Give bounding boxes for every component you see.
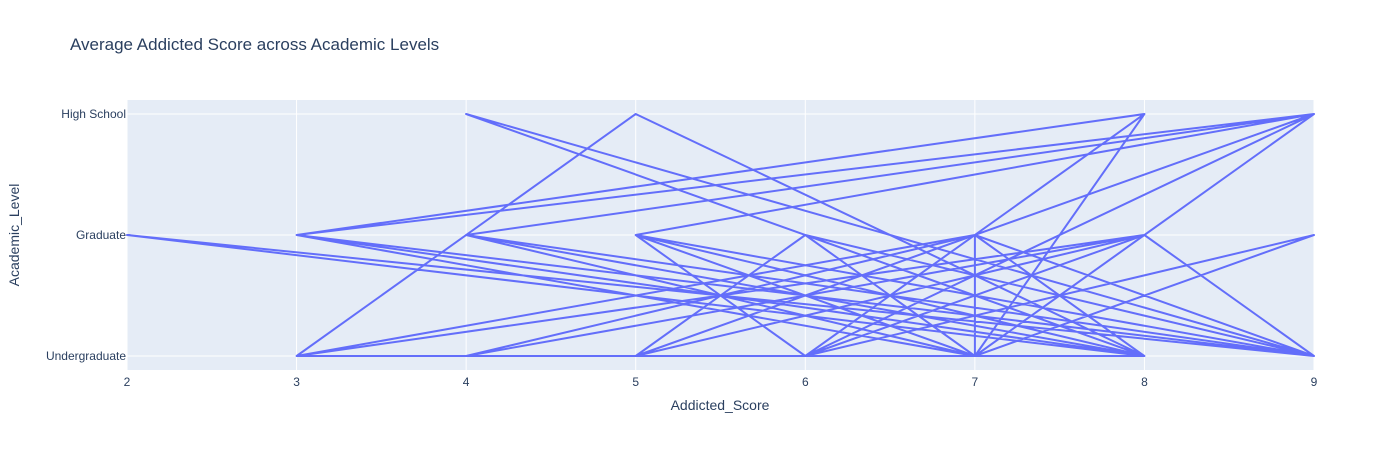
x-tick-label: 8 bbox=[1141, 375, 1148, 389]
x-tick-label: 2 bbox=[124, 375, 131, 389]
x-tick-label: 6 bbox=[802, 375, 809, 389]
x-axis-title: Addicted_Score bbox=[671, 397, 770, 413]
tick-labels: 2 3 4 5 6 7 8 9 Undergraduate Graduate High School bbox=[46, 107, 1318, 389]
x-tick-label: 7 bbox=[972, 375, 979, 389]
series-layer bbox=[126, 113, 1315, 357]
y-axis-title: Academic_Level bbox=[6, 184, 22, 287]
y-tick-label: High School bbox=[61, 107, 126, 121]
y-tick-label: Graduate bbox=[76, 228, 126, 242]
series-line bbox=[126, 113, 1315, 357]
x-tick-label: 3 bbox=[293, 375, 300, 389]
y-tick-label: Undergraduate bbox=[46, 349, 126, 363]
x-tick-label: 5 bbox=[632, 375, 639, 389]
x-tick-label: 9 bbox=[1311, 375, 1318, 389]
chart-title: Average Addicted Score across Academic L… bbox=[70, 35, 439, 54]
x-tick-label: 4 bbox=[463, 375, 470, 389]
